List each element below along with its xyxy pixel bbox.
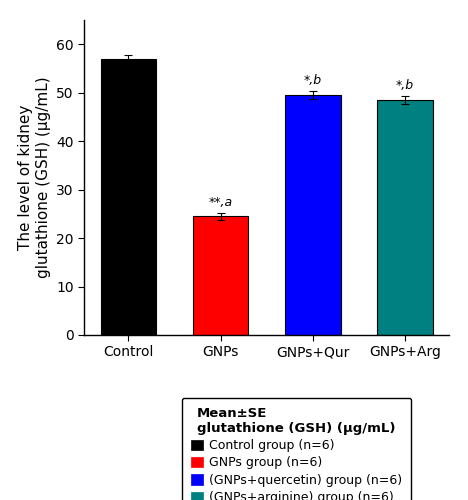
Y-axis label: The level of kidney
glutathione (GSH) (μg/mL): The level of kidney glutathione (GSH) (μ… [18,76,51,278]
Bar [377,100,433,335]
Text: **,a: **,a [209,196,233,209]
Bar [101,59,156,335]
Text: *,b: *,b [396,79,414,92]
Text: *,b: *,b [304,74,322,87]
Legend: Control group (n=6), GNPs group (n=6), (GNPs+quercetin) group (n=6), (GNPs+argin: Control group (n=6), GNPs group (n=6), (… [182,398,411,500]
Bar [285,95,341,335]
Bar [193,216,249,335]
